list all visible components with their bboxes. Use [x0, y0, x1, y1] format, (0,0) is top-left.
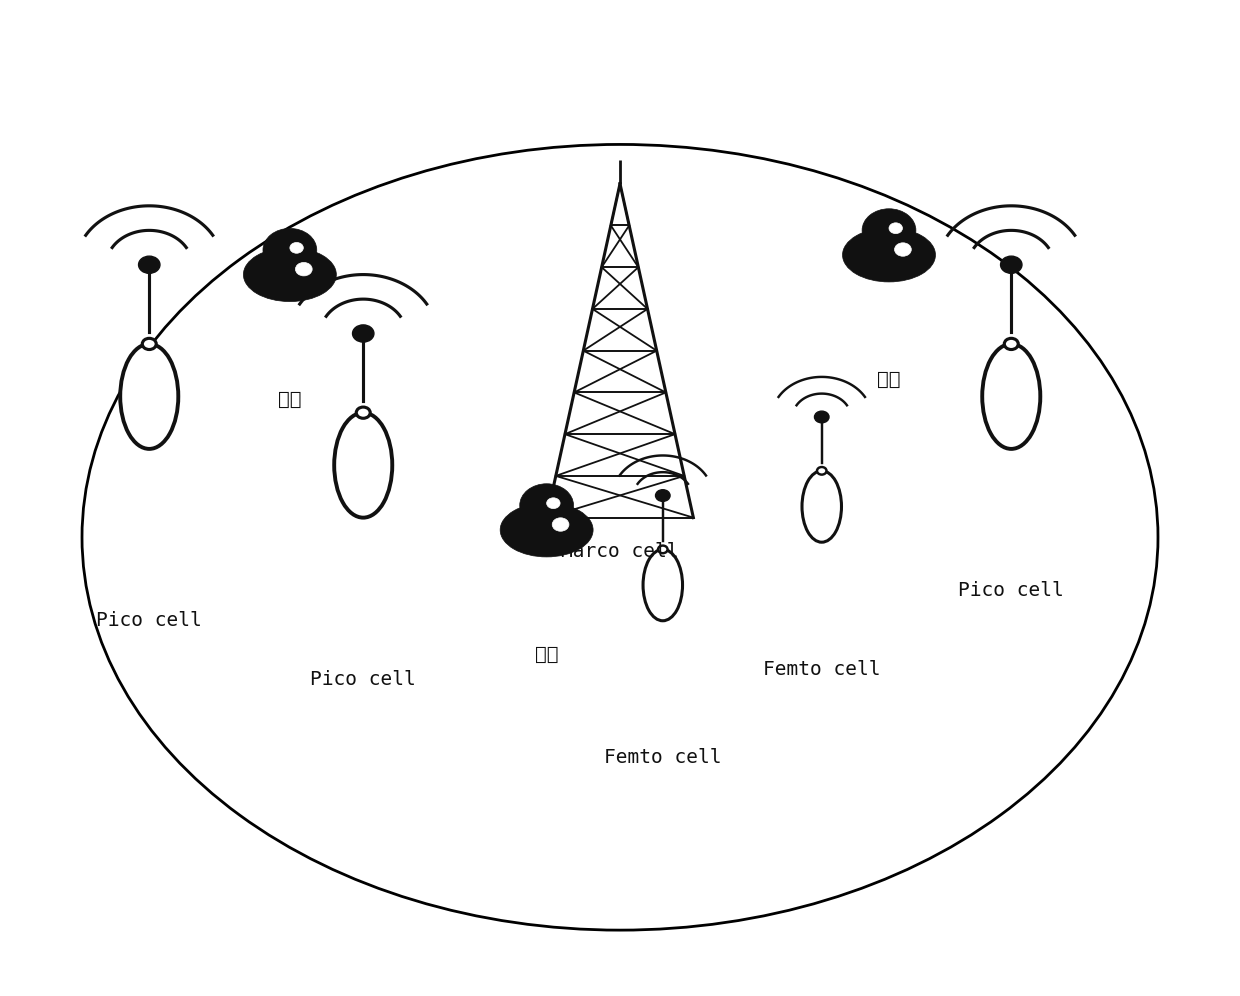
Ellipse shape [842, 228, 935, 282]
Circle shape [547, 498, 560, 509]
Text: 用户: 用户 [278, 390, 301, 409]
Text: 用户: 用户 [534, 645, 558, 664]
Circle shape [656, 490, 670, 501]
Circle shape [894, 243, 911, 256]
Ellipse shape [120, 344, 179, 449]
Text: Femto cell: Femto cell [763, 660, 880, 679]
Circle shape [139, 256, 160, 273]
Circle shape [352, 325, 374, 342]
Circle shape [143, 339, 156, 350]
Circle shape [552, 518, 569, 531]
Circle shape [817, 467, 827, 475]
Circle shape [290, 242, 304, 253]
Ellipse shape [982, 344, 1040, 449]
Circle shape [263, 228, 316, 272]
Circle shape [356, 407, 371, 418]
Circle shape [1001, 256, 1022, 273]
Text: Pico cell: Pico cell [97, 611, 202, 629]
Circle shape [815, 411, 830, 423]
Text: Femto cell: Femto cell [604, 748, 722, 768]
Text: Pico cell: Pico cell [310, 670, 417, 689]
Text: Pico cell: Pico cell [959, 582, 1064, 601]
Circle shape [1004, 339, 1018, 350]
Ellipse shape [335, 412, 392, 518]
Circle shape [295, 263, 312, 276]
Text: Marco cell: Marco cell [562, 542, 678, 561]
Circle shape [862, 209, 916, 252]
Ellipse shape [644, 550, 682, 621]
Text: 用户: 用户 [877, 371, 900, 389]
Ellipse shape [500, 503, 593, 557]
Circle shape [520, 484, 574, 527]
Ellipse shape [243, 248, 336, 302]
Circle shape [658, 546, 667, 553]
Ellipse shape [802, 471, 842, 542]
Circle shape [889, 223, 903, 234]
